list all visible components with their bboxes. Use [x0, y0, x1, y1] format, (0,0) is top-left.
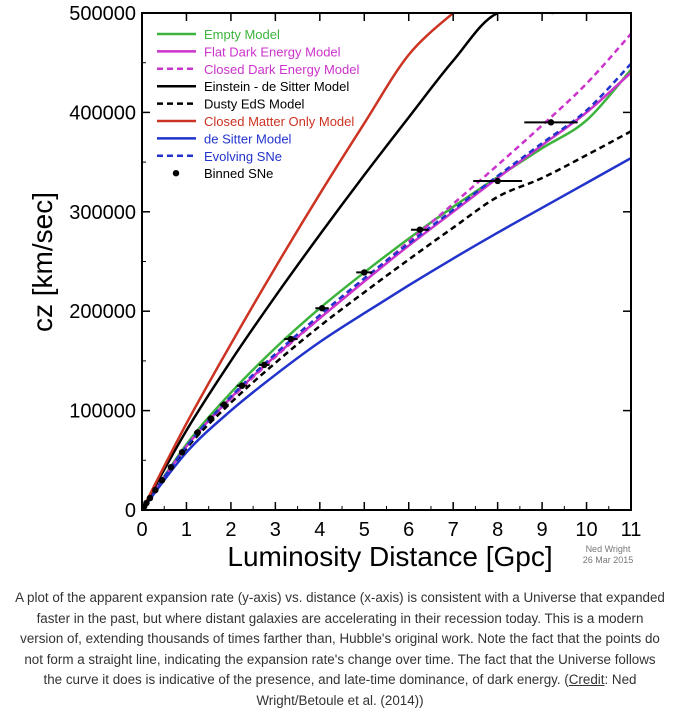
x-tick-label-1: 1	[181, 519, 192, 541]
sne-point-2	[143, 499, 150, 507]
sne-point-9	[207, 415, 215, 422]
legend-label-4: Einstein - de Sitter Model	[204, 79, 349, 94]
x-tick-label-7: 7	[448, 519, 459, 541]
legend-label-1: Empty Model	[204, 27, 280, 42]
sne-point-15	[361, 269, 368, 276]
y-tick-label-2: 200000	[69, 301, 136, 323]
sne-point-3	[146, 494, 154, 502]
sne-point-11	[238, 382, 246, 389]
sne-point-4	[152, 486, 159, 494]
y-tick-label-1: 100000	[69, 401, 136, 423]
series-line-8	[142, 62, 631, 510]
sne-point-7	[178, 449, 186, 456]
sne-point-18	[547, 119, 555, 126]
hubble-diagram-chart: 0 1 2 3 4 5 6 7 8 9 10 11 0 100000 200000 300000 400000 5…	[27, 3, 642, 572]
x-tick-label-11: 11	[621, 519, 642, 541]
sne-point-17	[494, 177, 501, 185]
sne-point-10	[221, 401, 228, 408]
figure-caption: A plot of the apparent expansion rate (y…	[14, 588, 666, 711]
x-tick-label-10: 10	[575, 519, 597, 541]
y-tick-label-4: 400000	[69, 102, 136, 124]
credit-link[interactable]: Credit	[568, 672, 605, 687]
legend-label-2: Flat Dark Energy Model	[204, 44, 341, 59]
sne-point-13	[287, 335, 295, 343]
legend-swatch-binned-sne	[172, 170, 180, 177]
legend-label-5: Dusty EdS Model	[204, 97, 305, 112]
series-line-3	[142, 33, 631, 510]
legend-label-6: Closed Matter Only Model	[204, 114, 354, 129]
y-tick-label-3: 300000	[69, 202, 136, 224]
sne-point-16	[416, 226, 424, 233]
x-tick-label-9: 9	[537, 519, 548, 541]
legend-label-7: de Sitter Model	[204, 131, 292, 146]
x-tick-label-3: 3	[270, 519, 281, 541]
legend-label-3: Closed Dark Energy Model	[204, 62, 359, 77]
axis-ticks: 0 1 2 3 4 5 6 7 8 9 10 11 0 100000 200000 300000 400000 5…	[69, 3, 641, 541]
legend-label-8: Evolving SNe	[204, 149, 282, 164]
caption-text: A plot of the apparent expansion rate (y…	[15, 590, 665, 687]
binned-sne-points	[141, 119, 578, 510]
x-tick-label-0: 0	[136, 519, 147, 541]
x-tick-label-6: 6	[403, 519, 414, 541]
legend: Empty Model Flat Dark Energy Model Closed …	[157, 27, 359, 181]
sne-point-6	[167, 464, 175, 471]
series-line-4	[142, 13, 554, 510]
series-line-6	[142, 13, 457, 510]
x-tick-label-4: 4	[314, 519, 325, 541]
y-tick-label-0: 0	[125, 500, 136, 522]
credit-date: 26 Mar 2015	[583, 555, 634, 565]
legend-label-binned-sne: Binned SNe	[204, 166, 273, 181]
credit-author: Ned Wright	[586, 544, 631, 554]
x-axis-title: Luminosity Distance [Gpc]	[227, 541, 552, 572]
x-tick-label-8: 8	[492, 519, 503, 541]
series-line-2	[142, 71, 631, 510]
y-axis-title: cz [km/sec]	[27, 192, 58, 332]
y-tick-label-5: 500000	[69, 3, 136, 25]
x-tick-label-2: 2	[225, 519, 236, 541]
sne-point-8	[194, 429, 201, 436]
sne-point-14	[318, 305, 326, 312]
sne-point-5	[158, 476, 166, 484]
x-tick-label-5: 5	[359, 519, 370, 541]
caption-suffix: : Ned Wright/Betoule et al. (2014))	[256, 672, 637, 708]
series-line-7	[142, 157, 631, 510]
sne-point-12	[261, 361, 268, 369]
